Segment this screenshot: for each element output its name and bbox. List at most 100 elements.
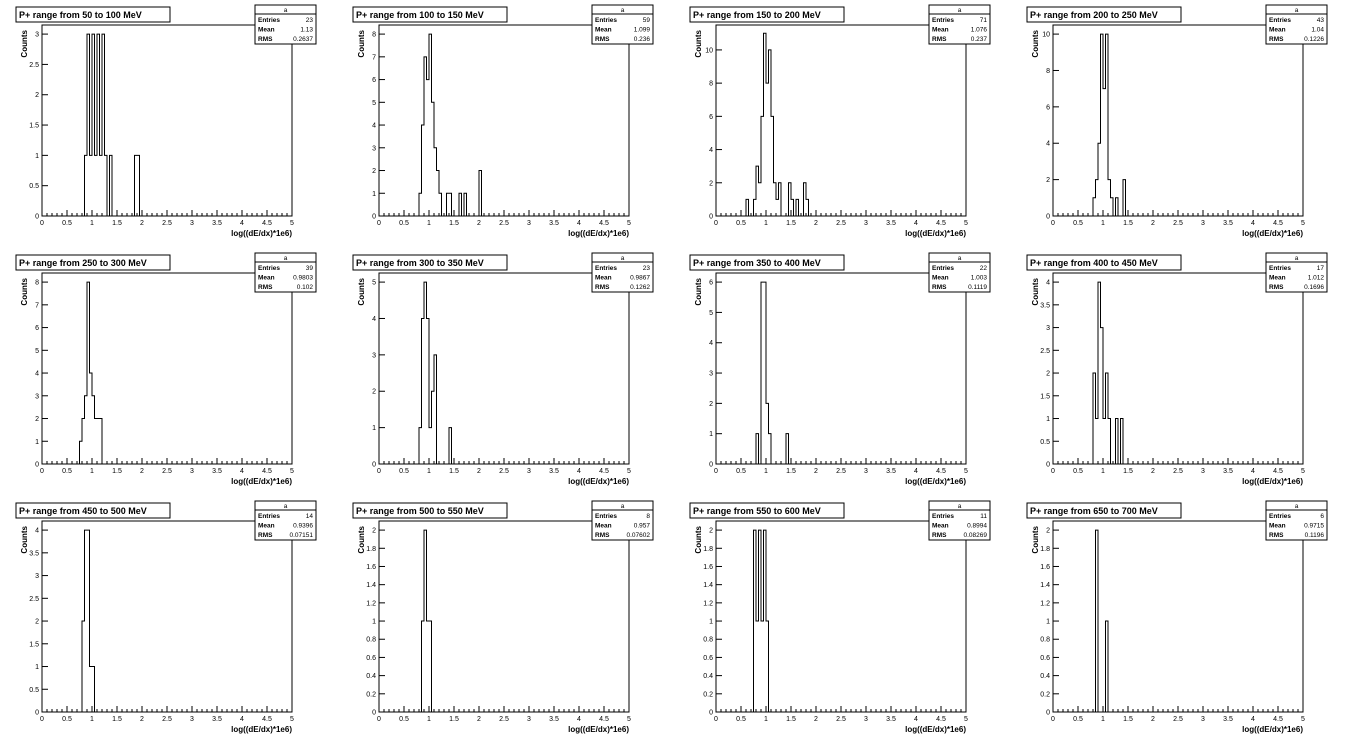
histogram-panel: 0 0.5 1 1.5 2 2.5 3 3.5 4 4.5 5 0 1 2 3 4 5 6 7 8 P+ range f… — [15, 252, 317, 486]
y-tick-label: 0 — [709, 462, 713, 469]
y-tick-label: 1.5 — [1040, 393, 1050, 400]
x-tick-label: 3.5 — [1223, 220, 1233, 227]
y-tick-label: 2.5 — [1040, 348, 1050, 355]
histogram-outline — [84, 33, 140, 217]
x-tick-label: 0.5 — [399, 220, 409, 227]
x-tick-label: 2.5 — [1173, 220, 1183, 227]
x-tick-label: 0.5 — [399, 468, 409, 475]
stats-value: 0.1226 — [1304, 36, 1324, 43]
y-tick-label: 0.5 — [29, 183, 39, 190]
x-tick-label: 2 — [814, 716, 818, 723]
stats-name: a — [621, 7, 625, 14]
y-tick-label: 0 — [35, 214, 39, 221]
y-tick-label: 1.2 — [1040, 600, 1050, 607]
x-tick-label: 0.5 — [736, 468, 746, 475]
y-tick-label: 0.2 — [366, 691, 376, 698]
x-tick-label: 2.5 — [162, 220, 172, 227]
y-tick-label: 3 — [372, 352, 376, 359]
x-tick-label: 3.5 — [1223, 468, 1233, 475]
x-tick-label: 4.5 — [936, 468, 946, 475]
x-tick-label: 3.5 — [212, 716, 222, 723]
histogram-bin — [759, 183, 762, 216]
y-tick-label: 0 — [709, 214, 713, 221]
y-tick-label: 1.8 — [1040, 546, 1050, 553]
y-tick-label: 2 — [1046, 371, 1050, 378]
y-tick-label: 0 — [709, 710, 713, 717]
title-box — [689, 254, 845, 271]
x-tick-label: 1.5 — [1123, 716, 1133, 723]
y-tick-label: 2 — [1046, 177, 1050, 184]
x-tick-label: 3 — [527, 716, 531, 723]
y-tick-label: 4 — [709, 147, 713, 154]
x-tick-label: 2 — [477, 220, 481, 227]
x-tick-label: 0.5 — [1073, 220, 1083, 227]
y-tick-label: 1 — [1046, 416, 1050, 423]
stats-label: Mean — [595, 27, 612, 34]
chart-title: P+ range from 150 to 200 MeV — [693, 10, 821, 20]
stats-label: Entries — [595, 265, 617, 272]
x-tick-label: 4 — [240, 220, 244, 227]
stats-name: a — [621, 503, 625, 510]
y-axis-title: Counts — [694, 525, 703, 553]
x-tick-label: 1 — [90, 716, 94, 723]
histogram-panel: 0 0.5 1 1.5 2 2.5 3 3.5 4 4.5 5 0 2 4 6 8 10 P+ range fro… — [1026, 4, 1328, 238]
x-tick-label: 4 — [1251, 468, 1255, 475]
x-tick-label: 3.5 — [212, 468, 222, 475]
stats-value: 0.237 — [971, 36, 988, 43]
x-tick-label: 4.5 — [262, 468, 272, 475]
y-tick-label: 0 — [1046, 214, 1050, 221]
stats-value: 22 — [980, 265, 988, 272]
y-tick-label: 0.8 — [1040, 637, 1050, 644]
y-axis-title: Counts — [357, 277, 366, 305]
y-tick-label: 3 — [709, 371, 713, 378]
chart-title: P+ range from 550 to 600 MeV — [693, 506, 821, 516]
y-tick-label: 0.2 — [703, 691, 713, 698]
x-tick-label: 0 — [1051, 468, 1055, 475]
title-box — [1026, 254, 1182, 271]
x-tick-label: 5 — [1301, 220, 1305, 227]
y-tick-label: 1.2 — [703, 600, 713, 607]
y-tick-label: 6 — [35, 325, 39, 332]
y-tick-label: 4 — [35, 528, 39, 535]
x-tick-label: 0 — [1051, 220, 1055, 227]
plot-frame — [41, 24, 293, 217]
x-tick-label: 3.5 — [549, 220, 559, 227]
y-tick-label: 2 — [35, 619, 39, 626]
y-tick-label: 1.4 — [1040, 582, 1050, 589]
title-box — [15, 502, 171, 519]
stats-label: RMS — [258, 284, 273, 291]
stats-label: RMS — [595, 36, 610, 43]
x-tick-label: 5 — [627, 716, 631, 723]
y-tick-label: 0.4 — [1040, 673, 1050, 680]
stats-label: RMS — [258, 532, 273, 539]
y-axis-title: Counts — [20, 525, 29, 553]
x-tick-label: 2 — [140, 220, 144, 227]
y-tick-label: 0.8 — [703, 637, 713, 644]
chart-title: P+ range from 500 to 550 MeV — [356, 506, 484, 516]
x-tick-label: 2.5 — [836, 716, 846, 723]
y-axis-title: Counts — [694, 277, 703, 305]
y-tick-label: 1.2 — [366, 600, 376, 607]
stats-label: Entries — [258, 265, 280, 272]
stats-value: 0.2637 — [293, 36, 313, 43]
stats-label: RMS — [595, 284, 610, 291]
stats-label: Entries — [932, 265, 954, 272]
stats-name: a — [1295, 255, 1299, 262]
x-tick-label: 1.5 — [786, 468, 796, 475]
x-tick-label: 2.5 — [836, 468, 846, 475]
y-tick-label: 4 — [709, 340, 713, 347]
y-tick-label: 1 — [35, 439, 39, 446]
x-tick-label: 1 — [427, 220, 431, 227]
x-axis-title: log((dE/dx)*1e6) — [568, 477, 629, 486]
stats-label: Mean — [932, 275, 949, 282]
histogram-panel: 0 0.5 1 1.5 2 2.5 3 3.5 4 4.5 5 0 1 2 3 4 5 6 P+ range fro… — [689, 252, 991, 486]
y-tick-label: 4 — [35, 371, 39, 378]
x-tick-label: 3.5 — [212, 220, 222, 227]
y-tick-label: 8 — [709, 81, 713, 88]
x-tick-label: 0 — [377, 716, 381, 723]
x-tick-label: 1.5 — [112, 468, 122, 475]
histogram-panel: 0 0.5 1 1.5 2 2.5 3 3.5 4 4.5 5 0 2 4 6 8 10 P+ range fro… — [689, 4, 991, 238]
y-tick-label: 0.6 — [703, 655, 713, 662]
y-tick-label: 1.6 — [1040, 564, 1050, 571]
chart-title: P+ range from 650 to 700 MeV — [1030, 506, 1158, 516]
